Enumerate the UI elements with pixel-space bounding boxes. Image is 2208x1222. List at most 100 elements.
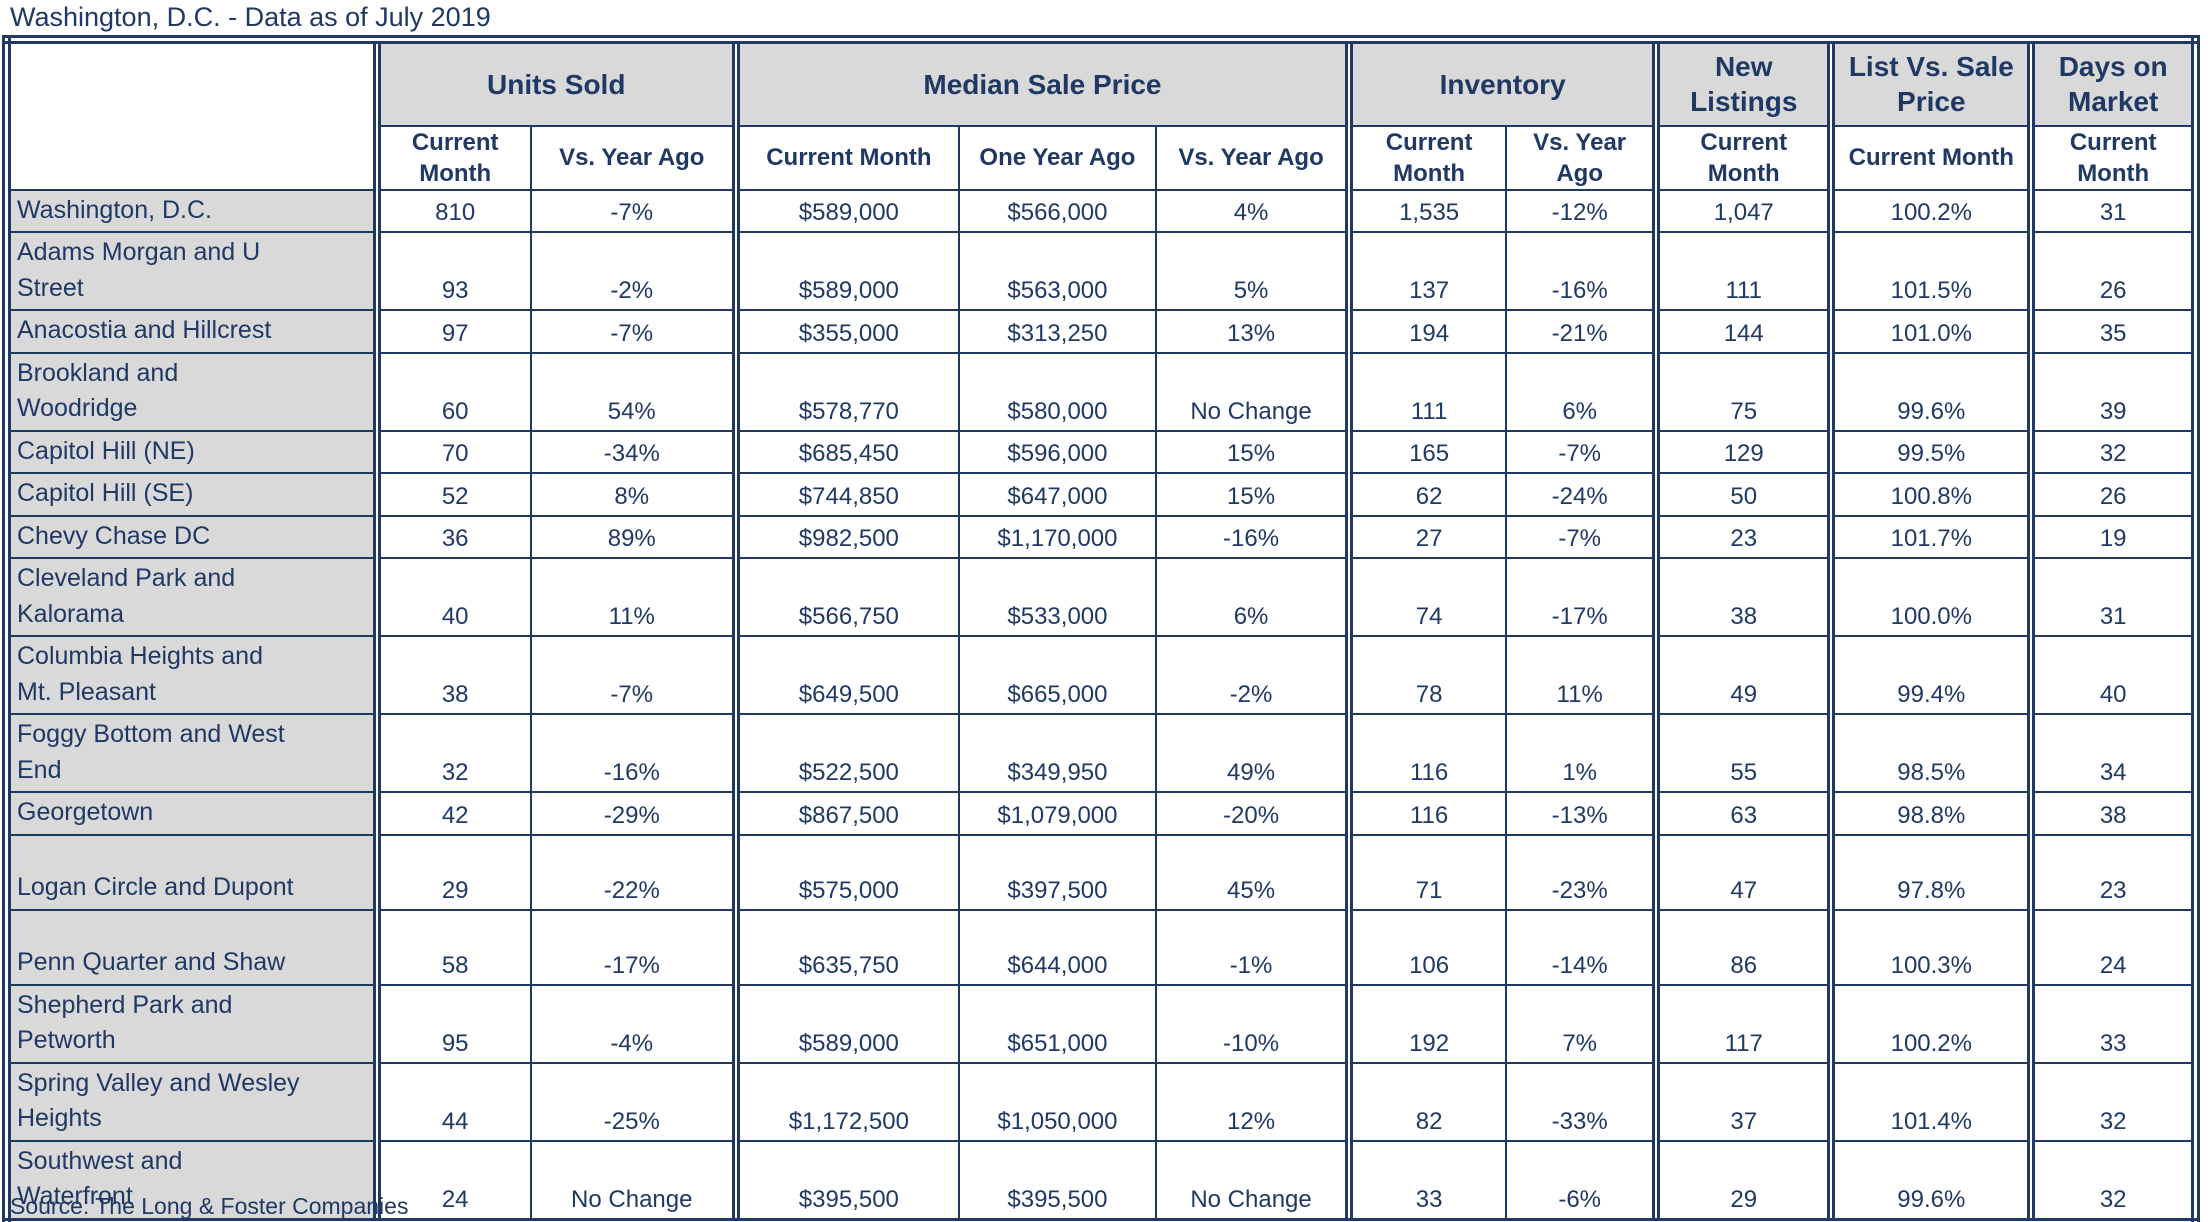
report-title: Washington, D.C. - Data as of July 2019 [10,2,491,32]
row-label: Spring Valley and Wesley Heights [5,1061,378,1142]
cell: -22% [529,833,737,911]
cell: $355,000 [731,309,960,354]
cell: $644,000 [957,908,1157,986]
cell: -2% [529,231,737,312]
cell: 47 [1652,833,1833,911]
table-row-georgetown: Georgetown 42 -29% $867,500 $1,079,000 -20% 11… [5,791,2197,836]
cell: 7% [1505,983,1658,1064]
cell: 95 [372,983,532,1064]
cell: 99.5% [1827,429,2033,475]
cell: -16% [529,713,737,794]
cell: No Change [529,1139,737,1222]
cell: -2% [1154,635,1351,716]
cell: 24 [372,1139,532,1222]
cell: 58 [372,908,532,986]
cell: -29% [529,791,737,836]
table-row-washington-d-c: Washington, D.C. 810 -7% $589,000 $566,000 4%… [5,188,2197,234]
cell: 34 [2027,713,2197,794]
cell: 26 [2027,472,2197,517]
cell: 97.8% [1827,833,2033,911]
cell: 137 [1345,231,1508,312]
cell: 116 [1345,713,1508,794]
cell: 98.8% [1827,791,2033,836]
cell: -7% [529,309,737,354]
cell: 100.2% [1827,983,2033,1064]
cell: 194 [1345,309,1508,354]
cell: 27 [1345,514,1508,560]
cell: $580,000 [957,351,1157,432]
table-row-columbia-heights-and-mt-pleasant: Columbia Heights and Mt. Pleasant 38 -7% $6… [5,635,2197,716]
row-label: Capitol Hill (NE) [5,429,378,475]
cell: 1% [1505,713,1658,794]
cell: 52 [372,472,532,517]
cell: $313,250 [957,309,1157,354]
cell: $395,500 [957,1139,1157,1222]
subheader-2-current-month: Current Month [731,124,960,191]
row-label: Columbia Heights and Mt. Pleasant [5,635,378,716]
cell: 8% [529,472,737,517]
cell: 6% [1505,351,1658,432]
cell: 50 [1652,472,1833,517]
cell: 32 [2027,1061,2197,1142]
column-group-list-vs-sale-price: List Vs. Sale Price [1827,38,2033,127]
cell: 100.8% [1827,472,2033,517]
corner-blank-cell [5,38,378,191]
subheader-7-current-month: Current Month [1652,124,1833,191]
cell: 116 [1345,791,1508,836]
cell: 60 [372,351,532,432]
cell: $867,500 [731,791,960,836]
cell: 129 [1652,429,1833,475]
cell: 144 [1652,309,1833,354]
cell: 82 [1345,1061,1508,1142]
cell: -17% [529,908,737,986]
row-label: Georgetown [5,791,378,836]
cell: $651,000 [957,983,1157,1064]
cell: 12% [1154,1061,1351,1142]
cell: 117 [1652,983,1833,1064]
column-group-median-sale-price: Median Sale Price [731,38,1351,127]
row-label: Capitol Hill (SE) [5,472,378,517]
subheader-8-current-month: Current Month [1827,124,2033,191]
cell: $665,000 [957,635,1157,716]
cell: No Change [1154,351,1351,432]
cell: 38 [2027,791,2197,836]
cell: 38 [1652,557,1833,638]
cell: $1,170,000 [957,514,1157,560]
cell: $1,172,500 [731,1061,960,1142]
cell: $575,000 [731,833,960,911]
table-row-shepherd-park-and-petworth: Shepherd Park and Petworth 95 -4% $589,000 $… [5,983,2197,1064]
cell: -14% [1505,908,1658,986]
table-row-spring-valley-and-wesley-heights: Spring Valley and Wesley Heights 44 -25% $1… [5,1061,2197,1142]
cell: 111 [1652,231,1833,312]
cell: -12% [1505,188,1658,234]
subheader-1-vs-year-ago: Vs. Year Ago [529,124,737,191]
cell: 97 [372,309,532,354]
subheader-3-one-year-ago: One Year Ago [957,124,1157,191]
row-label: Penn Quarter and Shaw [5,908,378,986]
cell: 49% [1154,713,1351,794]
column-group-days-on-market: Days on Market [2027,38,2197,127]
cell: 100.3% [1827,908,2033,986]
cell: 89% [529,514,737,560]
subheader-4-vs-year-ago: Vs. Year Ago [1154,124,1351,191]
cell: 38 [372,635,532,716]
cell: 101.4% [1827,1061,2033,1142]
cell: $589,000 [731,188,960,234]
table-row-cleveland-park-and-kalorama: Cleveland Park and Kalorama 40 11% $566,750… [5,557,2197,638]
cell: 6% [1154,557,1351,638]
cell: 24 [2027,908,2197,986]
cell: 4% [1154,188,1351,234]
cell: 62 [1345,472,1508,517]
cell: $589,000 [731,983,960,1064]
row-label: Logan Circle and Dupont [5,833,378,911]
row-label: Cleveland Park and Kalorama [5,557,378,638]
cell: $349,950 [957,713,1157,794]
cell: $395,500 [731,1139,960,1222]
cell: 86 [1652,908,1833,986]
cell: $649,500 [731,635,960,716]
cell: $1,079,000 [957,791,1157,836]
table-row-penn-quarter-and-shaw: Penn Quarter and Shaw 58 -17% $635,750 $644,… [5,908,2197,986]
cell: 99.4% [1827,635,2033,716]
cell: $685,450 [731,429,960,475]
